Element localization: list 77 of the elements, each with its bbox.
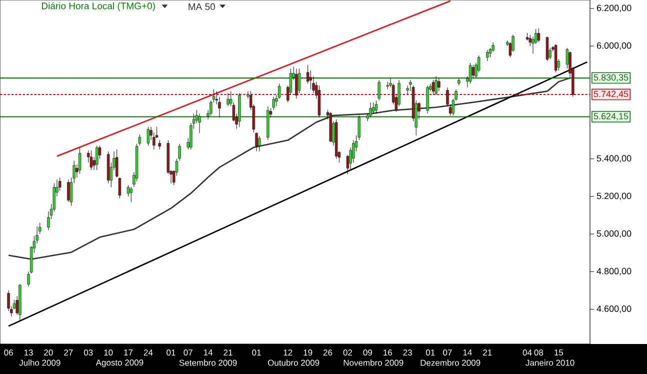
x-tick-label: 14 [204, 350, 213, 356]
candlestick [374, 100, 378, 114]
x-tick-label: 09 [363, 350, 372, 356]
x-tick-label: 19 [304, 350, 312, 356]
x-tick-label: 21 [483, 350, 492, 356]
x-tick-label: 16 [384, 350, 392, 356]
candlestick [309, 70, 312, 90]
y-tick-label: 6.200,00 [596, 4, 632, 12]
candlestick [372, 102, 375, 114]
x-tick-label: 07 [443, 350, 452, 356]
candlestick [537, 28, 540, 43]
x-tick-label: 14 [463, 350, 472, 356]
candlestick [295, 68, 298, 99]
x-tick-label: 01 [252, 350, 261, 356]
x-tick-label: 26 [323, 350, 332, 356]
x2-tick-label: Outubro 2009 [268, 360, 320, 366]
x2-tick-label: Janeiro 2010 [526, 360, 574, 366]
candlestick [438, 78, 440, 92]
candlestick [272, 96, 275, 110]
x2-tick-label: Novembro 2009 [344, 360, 404, 366]
y-tick-label: 5.200,00 [596, 192, 632, 200]
x2-tick-label: Dezembro 2009 [420, 360, 480, 366]
x-tick-label: 08 [534, 350, 544, 356]
legend-label: MA 50 [188, 3, 215, 10]
x-tick-label: 27 [64, 350, 73, 356]
candlestick [468, 62, 472, 84]
candlestick [472, 64, 474, 78]
candlestick [138, 134, 142, 146]
candlestick [255, 132, 258, 152]
x-tick-label: 13 [24, 350, 33, 356]
ref-line-label: 5.742,45 [594, 90, 628, 98]
x-tick-label: 10 [104, 350, 113, 356]
x2-tick-label: Julho 2009 [19, 360, 60, 366]
x-tick-label: 15 [554, 350, 564, 356]
candlestick [198, 113, 201, 134]
x2-tick-label: Setembro 2009 [179, 360, 237, 366]
x-tick-label: 01 [426, 350, 435, 356]
candlestick [178, 144, 181, 161]
candlestick [446, 87, 449, 106]
candlestick [78, 147, 82, 174]
candlestick [90, 150, 93, 170]
candlestick [369, 102, 372, 118]
candlestick [96, 145, 98, 170]
x-tick-label: 12 [284, 350, 292, 356]
x-tick-label: 20 [44, 350, 53, 356]
candlestick [432, 80, 435, 96]
candlestick [226, 92, 230, 106]
x-tick-label: 02 [343, 350, 352, 356]
candlestick [426, 85, 429, 114]
x-tick-label: 06 [4, 350, 13, 356]
x2-tick-label: Agosto 2009 [96, 360, 144, 368]
x-tick-label: 01 [166, 350, 176, 356]
x-tick-label: 23 [403, 350, 412, 356]
candlestick [67, 179, 70, 202]
candlestick [158, 140, 161, 150]
x-tick-label: 03 [84, 350, 93, 356]
y-tick-label: 5.400,00 [596, 155, 632, 163]
x-tick-label: 04 [522, 350, 532, 356]
candlestick [486, 50, 489, 62]
candlestick [378, 80, 380, 101]
x-tick-label: 17 [124, 350, 133, 356]
ref-line-label: 5.830,35 [594, 74, 628, 82]
x-tick-label: 24 [144, 350, 153, 356]
chart-title: Diário Hora Local (TMG+0) [42, 2, 155, 12]
candlestick [130, 186, 132, 202]
x-tick-label: 21 [224, 350, 232, 356]
y-tick-label: 5.000,00 [596, 230, 632, 238]
x-tick-label: 07 [184, 350, 192, 356]
ref-line-label: 5.624,15 [594, 112, 628, 120]
y-tick-label: 4.600,00 [596, 306, 632, 313]
y-tick-label: 4.800,00 [596, 268, 632, 276]
candlestick [146, 126, 150, 146]
candlestick [434, 76, 438, 96]
candlestick [546, 36, 549, 62]
candlestick [448, 104, 452, 116]
y-tick-label: 6.000,00 [596, 42, 632, 50]
candlestick [258, 136, 261, 152]
